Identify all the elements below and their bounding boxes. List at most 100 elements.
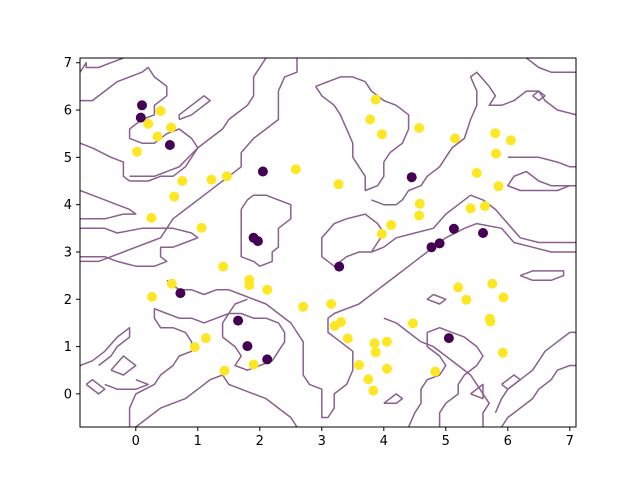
point-class-1-35 <box>298 301 309 312</box>
point-class-1-6 <box>365 114 376 125</box>
point-class-0-14 <box>242 341 253 352</box>
point-class-1-33 <box>244 280 255 291</box>
y-tick-label-4: 4 <box>64 198 72 213</box>
contour-line-1 <box>80 66 199 182</box>
point-class-1-11 <box>505 135 516 146</box>
point-class-0-2 <box>164 140 175 150</box>
point-class-1-25 <box>146 212 157 223</box>
y-tick-label-2: 2 <box>64 293 72 308</box>
point-class-1-15 <box>206 174 217 185</box>
contour-line-21 <box>383 393 404 405</box>
point-class-1-36 <box>326 299 337 309</box>
point-class-1-9 <box>450 133 461 144</box>
point-class-1-7 <box>376 129 387 140</box>
point-class-1-26 <box>196 222 207 233</box>
contour-line-6 <box>80 227 199 267</box>
contour-line-15 <box>507 156 576 168</box>
point-class-1-12 <box>491 148 501 159</box>
point-class-1-27 <box>386 220 397 230</box>
contour-line-13 <box>532 90 546 102</box>
point-class-1-53 <box>248 359 259 370</box>
contour-line-14 <box>525 58 576 73</box>
point-class-1-5 <box>370 94 381 105</box>
y-tick-label-1: 1 <box>64 340 72 355</box>
point-class-1-23 <box>465 203 476 214</box>
contour-line-25 <box>135 374 298 427</box>
point-class-0-11 <box>478 228 488 238</box>
point-class-0-8 <box>434 238 445 249</box>
contour-line-31 <box>500 364 576 427</box>
point-class-1-50 <box>189 342 200 353</box>
point-class-1-4 <box>132 146 142 157</box>
point-class-1-58 <box>430 366 441 377</box>
contour-line-9 <box>321 194 576 267</box>
contour-line-27 <box>110 355 137 376</box>
point-class-1-55 <box>363 374 374 385</box>
point-class-1-51 <box>200 333 211 344</box>
x-tick-label-1: 1 <box>194 434 202 449</box>
contour-line-16 <box>507 170 576 192</box>
y-axis: 0 1 2 3 4 5 6 7 <box>64 56 80 402</box>
point-class-1-46 <box>487 278 498 289</box>
contour-line-29 <box>407 326 484 427</box>
point-class-0-13 <box>233 315 244 326</box>
contour-line-7 <box>240 194 292 267</box>
point-class-1-41 <box>370 347 381 358</box>
point-class-1-57 <box>381 363 392 374</box>
contour-line-26 <box>104 378 149 390</box>
x-tick-label-4: 4 <box>380 434 388 449</box>
point-class-1-44 <box>453 282 464 293</box>
point-class-1-14 <box>169 191 180 202</box>
point-class-1-1 <box>143 118 154 129</box>
contour-line-22 <box>85 378 106 395</box>
point-class-1-45 <box>461 294 472 305</box>
contour-line-2 <box>178 95 211 121</box>
point-class-1-24 <box>479 201 490 212</box>
x-tick-label-2: 2 <box>256 434 264 449</box>
point-class-1-2 <box>152 131 163 142</box>
decision-boundary-contours <box>80 58 576 427</box>
point-class-1-38 <box>336 317 346 327</box>
point-class-1-16 <box>221 171 232 182</box>
point-class-0-7 <box>334 261 345 272</box>
point-class-0-0 <box>137 100 147 111</box>
y-tick-label-3: 3 <box>64 245 72 260</box>
point-class-1-43 <box>407 318 418 329</box>
contour-line-18 <box>494 331 576 414</box>
y-tick-label-0: 0 <box>64 387 72 402</box>
point-class-1-13 <box>177 176 188 186</box>
x-tick-label-0: 0 <box>132 434 140 449</box>
point-class-1-54 <box>354 360 364 370</box>
point-class-1-0 <box>155 106 166 116</box>
point-class-1-28 <box>376 229 387 239</box>
point-class-1-59 <box>497 347 508 358</box>
contour-line-11 <box>383 317 490 427</box>
contour-line-23 <box>80 326 131 367</box>
contour-line-20 <box>501 374 521 390</box>
point-class-1-18 <box>333 179 344 190</box>
point-class-0-15 <box>262 354 273 365</box>
point-class-0-16 <box>443 333 454 344</box>
scatter-points <box>132 94 516 396</box>
point-class-1-31 <box>146 291 157 302</box>
point-class-1-3 <box>166 122 177 133</box>
point-class-1-17 <box>290 164 301 175</box>
point-class-1-56 <box>368 385 379 396</box>
point-class-1-20 <box>493 181 504 192</box>
contour-line-10 <box>426 293 447 305</box>
contour-line-5 <box>80 189 137 220</box>
y-tick-label-7: 7 <box>64 56 72 71</box>
x-tick-label-7: 7 <box>566 434 574 449</box>
y-tick-label-6: 6 <box>64 104 72 119</box>
x-axis: 0 1 2 3 4 5 6 7 <box>132 427 574 449</box>
point-class-0-6 <box>252 236 263 247</box>
contour-line-17 <box>519 270 565 282</box>
point-class-1-49 <box>485 316 496 327</box>
point-class-0-1 <box>135 112 146 123</box>
contour-line-4 <box>80 58 298 263</box>
point-class-0-12 <box>175 288 186 299</box>
point-class-1-42 <box>381 336 392 347</box>
plot-frame <box>79 57 577 428</box>
point-class-0-10 <box>448 223 459 234</box>
